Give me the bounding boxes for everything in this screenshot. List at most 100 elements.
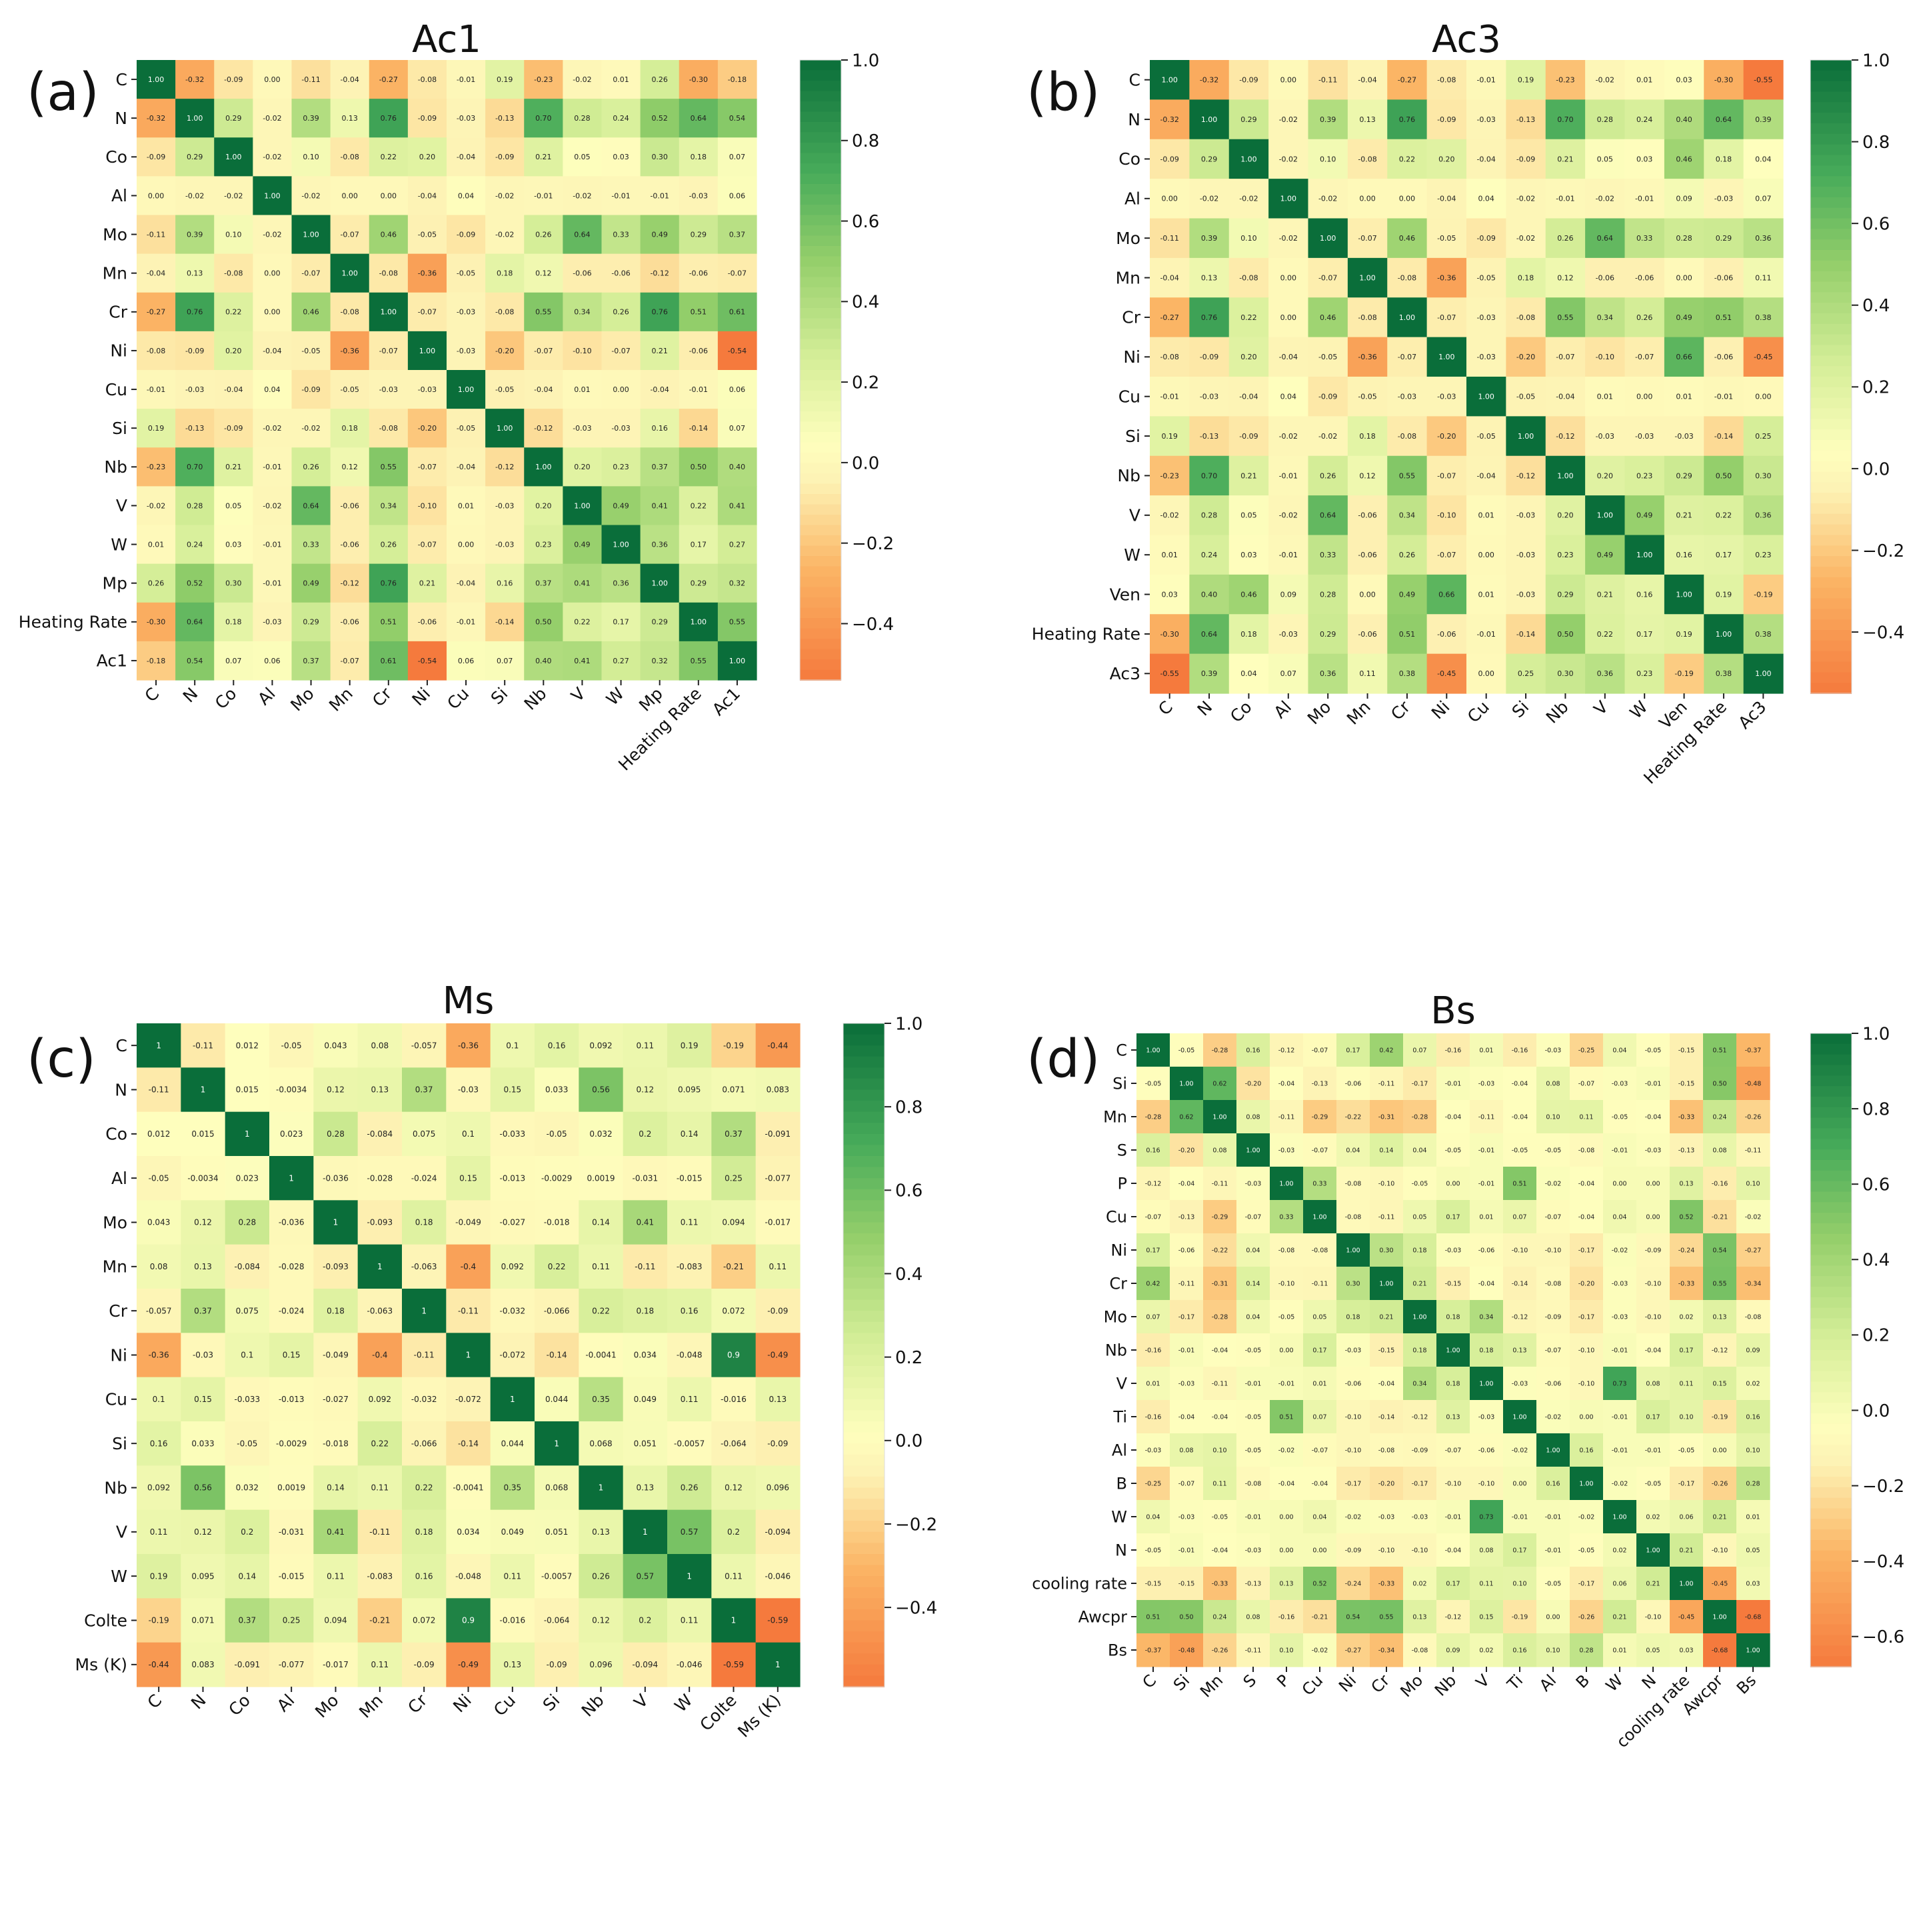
panel-d-cell-label: -0.03 — [1178, 1513, 1195, 1521]
panel-b-cell-label: 0.00 — [1636, 393, 1653, 401]
panel-b-cell — [1704, 337, 1744, 377]
panel-c-cell — [313, 1554, 359, 1599]
panel-a-cell — [447, 253, 486, 293]
panel-a-cell — [601, 409, 641, 448]
panel-a-cell — [214, 602, 253, 642]
panel-b-cell — [1387, 495, 1428, 536]
panel-c-cell — [711, 1509, 757, 1555]
panel-a-cell — [679, 525, 719, 565]
panel-a-cell — [640, 641, 680, 681]
panel-c-colorbar-segment — [843, 1576, 885, 1588]
panel-c-colorbar-segment — [843, 1111, 885, 1124]
panel-c-colorbar-segment — [843, 1377, 885, 1389]
panel-d-cell-label: 0.34 — [1412, 1380, 1426, 1387]
panel-b-cell — [1426, 257, 1467, 298]
panel-c-cell-label: 0.11 — [681, 1616, 699, 1625]
panel-b-colorbar-segment — [1810, 683, 1852, 694]
panel-b-cell — [1150, 574, 1190, 615]
panel-d-cell-label: -0.21 — [1312, 1613, 1328, 1621]
panel-a-cell-label: -0.04 — [418, 191, 437, 200]
panel-d-cell — [1170, 1467, 1204, 1501]
panel-d-cell-label: -0.08 — [1412, 1647, 1428, 1654]
panel-a-cell — [137, 60, 176, 99]
panel-c-cell-label: 1 — [377, 1262, 383, 1271]
panel-a-cell — [447, 409, 486, 448]
panel-a-cell-label: 1.00 — [729, 657, 746, 665]
panel-d-cell-label: -0.17 — [1412, 1480, 1428, 1487]
panel-c-cell-label: -0.49 — [458, 1660, 479, 1669]
panel-c-cell — [269, 1465, 314, 1511]
panel-b-cell-label: 0.66 — [1676, 353, 1692, 361]
panel-a-cell — [137, 447, 176, 487]
panel-d-cell — [1136, 1267, 1170, 1301]
panel-b-cell — [1743, 574, 1784, 615]
panel-d-cell-label: 0.62 — [1179, 1113, 1193, 1121]
panel-d-cell-label: -0.05 — [1145, 1080, 1162, 1087]
panel-a-cell-label: -0.07 — [534, 347, 553, 355]
panel-b-cell-label: -0.03 — [1674, 432, 1693, 441]
panel-b-colorbar-segment — [1810, 323, 1852, 335]
panel-a-cell-label: 0.30 — [651, 153, 668, 161]
panel-d-colorbar-segment — [1810, 1593, 1852, 1604]
panel-b-cell — [1228, 179, 1269, 219]
panel-d-cell — [1636, 1433, 1670, 1467]
panel-b-cell — [1308, 139, 1348, 179]
panel-b-ylabel: Ni — [1123, 347, 1140, 367]
panel-b-cell — [1624, 60, 1665, 100]
panel-c-cell — [579, 1554, 624, 1599]
panel-a-cell-label: 0.04 — [264, 385, 281, 394]
panel-c-cell-label: 0.22 — [415, 1483, 433, 1493]
panel-a-cell — [601, 602, 641, 642]
panel-d-cell-label: -0.01 — [1278, 1380, 1295, 1387]
panel-d-cell-label: 0.14 — [1379, 1147, 1393, 1154]
panel-b-cell — [1585, 139, 1626, 179]
panel-a-cell-label: 0.20 — [535, 501, 552, 510]
panel-d-colorbar-segment — [1810, 1360, 1852, 1372]
panel-d-ylabel: Si — [1112, 1074, 1127, 1093]
panel-d-cell-label: -0.24 — [1345, 1580, 1362, 1587]
panel-c-cell-label: 0.14 — [592, 1218, 610, 1227]
panel-d-cell — [1603, 1200, 1637, 1234]
panel-c-cell — [711, 1289, 757, 1333]
panel-d-colorbar-segment — [1810, 1487, 1852, 1499]
panel-d-cell-label: 1.00 — [1479, 1380, 1493, 1387]
panel-b-colorbar-segment — [1810, 281, 1852, 293]
panel-c-cell — [535, 1200, 579, 1245]
panel-b-cell — [1624, 455, 1665, 496]
panel-b-cell-label: 0.25 — [1518, 669, 1534, 678]
panel-d-cell-label: 1.00 — [1546, 1447, 1560, 1454]
panel-a-cell-label: -0.07 — [418, 463, 437, 471]
panel-b-cell — [1624, 139, 1665, 179]
panel-c-cell-label: 0.56 — [592, 1085, 610, 1095]
panel-b-cell-label: 0.00 — [1280, 273, 1297, 282]
panel-c-cell — [446, 1598, 491, 1643]
panel-d-cell — [1336, 1133, 1370, 1167]
panel-c-colorbar-segment — [843, 1277, 885, 1289]
panel-c-cell — [579, 1289, 624, 1333]
panel-a-cell-label: 0.41 — [574, 657, 591, 665]
panel-a-ylabel: V — [116, 496, 127, 515]
panel-a-cell-label: 0.00 — [148, 191, 165, 200]
panel-a-cell — [447, 99, 486, 138]
panel-d-cell — [1570, 1233, 1604, 1267]
panel-c-cell-label: 0.049 — [501, 1527, 524, 1537]
panel-b-cell — [1466, 218, 1506, 259]
panel-d-colorbar-segment — [1810, 1170, 1852, 1182]
panel-a-cell-label: -0.23 — [147, 463, 165, 471]
panel-b-cell-label: 1.00 — [1359, 273, 1376, 282]
panel-d-cell-label: -0.31 — [1378, 1113, 1395, 1121]
panel-d-cell-label: 0.28 — [1746, 1480, 1760, 1487]
panel-a-cell — [214, 525, 253, 565]
panel-a-cell — [214, 253, 253, 293]
panel-d-cell — [1470, 1633, 1504, 1667]
panel-d-cell-label: -0.02 — [1312, 1647, 1328, 1654]
panel-d-cell-label: 0.34 — [1479, 1313, 1493, 1321]
panel-c-cell-label: -0.015 — [279, 1571, 305, 1581]
panel-d-cell-label: 0.08 — [1546, 1080, 1560, 1087]
panel-a-cell-label: 0.29 — [651, 618, 668, 627]
panel-b-colorbar-segment — [1810, 292, 1852, 304]
panel-d-cell — [1270, 1433, 1304, 1467]
panel-d-cell — [1670, 1633, 1704, 1667]
panel-a-cell-label: -0.12 — [650, 269, 669, 278]
panel-d-colorbar-frame — [1810, 1033, 1852, 1667]
